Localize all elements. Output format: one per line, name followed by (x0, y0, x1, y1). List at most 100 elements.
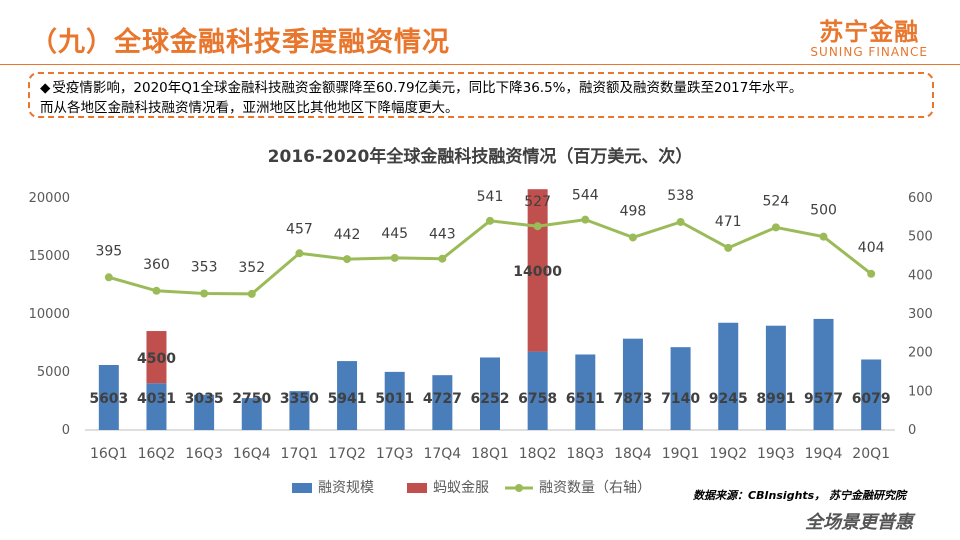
legend-swatch-marker (515, 484, 523, 492)
x-tick-label: 17Q1 (281, 446, 319, 462)
bar-funding (861, 359, 882, 430)
bar-data-label: 9245 (709, 391, 748, 407)
line-data-label: 500 (810, 203, 837, 219)
x-tick-label: 19Q4 (805, 446, 843, 462)
bar-data-label: 6079 (852, 391, 891, 407)
line-point (676, 217, 685, 226)
y-right-tick-label: 600 (908, 191, 933, 206)
line-data-label: 442 (334, 227, 361, 243)
bar-data-label: 7140 (661, 391, 700, 407)
bar-ant-data-label: 14000 (513, 264, 562, 280)
x-tick-label: 18Q1 (471, 446, 509, 462)
y-right-tick-label: 200 (908, 346, 933, 361)
bar-data-label: 5011 (375, 391, 414, 407)
line-point (486, 216, 494, 225)
x-tick-label: 19Q1 (662, 446, 700, 462)
line-point (390, 253, 399, 262)
footer-slogan-logo: 全场景更普惠 (805, 512, 913, 533)
brand-name-cn: 苏宁金融 (819, 18, 920, 46)
y-right-tick-label: 300 (908, 307, 933, 322)
line-point (295, 249, 304, 258)
bar-funding (337, 361, 358, 430)
line-point (724, 243, 733, 252)
line-data-label: 524 (763, 193, 790, 209)
x-tick-label: 17Q2 (328, 446, 366, 462)
bar-data-label: 2750 (232, 391, 271, 407)
line-data-label: 352 (238, 260, 265, 276)
line-point (247, 289, 256, 298)
bar-ant-data-label: 4500 (137, 351, 176, 367)
bar-funding (575, 354, 596, 430)
line-data-label: 445 (381, 226, 408, 242)
line-data-label: 457 (286, 221, 313, 237)
bar-funding (670, 347, 691, 430)
bar-funding (98, 365, 119, 430)
line-data-label: 498 (620, 203, 647, 219)
bar-funding (813, 318, 834, 430)
data-source: 数据来源：CBInsights， 苏宁金融研究院 (693, 489, 907, 502)
bar-data-label: 5603 (89, 391, 128, 407)
line-deal-count (108, 218, 873, 296)
brand-name-en: SUNING FINANCE (810, 45, 928, 59)
line-point (867, 269, 876, 278)
bar-funding (765, 325, 786, 430)
y-left-tick-label: 10000 (29, 307, 70, 322)
bar-funding (194, 394, 215, 430)
bar-funding (432, 375, 453, 430)
bar-data-label: 6758 (518, 391, 557, 407)
chart-title: 2016-2020年全球金融科技融资情况（百万美元、次） (268, 146, 693, 167)
line-data-label: 353 (191, 260, 218, 276)
legend-label: 融资数量（右轴） (539, 480, 651, 496)
x-tick-label: 16Q1 (90, 446, 128, 462)
bar-ant-financial (527, 189, 548, 352)
y-right-tick-label: 400 (908, 268, 933, 283)
bar-data-label: 8991 (756, 391, 795, 407)
x-tick-label: 18Q4 (614, 446, 652, 462)
page-title: （九）全球金融科技季度融资情况 (30, 27, 450, 58)
line-point (771, 223, 780, 232)
bar-data-label: 6511 (566, 391, 605, 407)
y-left-tick-label: 0 (62, 423, 70, 438)
bar-data-label: 3035 (185, 391, 224, 407)
y-left-tick-label: 20000 (29, 191, 70, 206)
bar-funding (241, 398, 262, 430)
bar-data-label: 5941 (328, 391, 367, 407)
x-tick-label: 19Q2 (709, 446, 747, 462)
bar-funding (384, 371, 405, 430)
y-right-tick-label: 500 (908, 230, 933, 245)
line-data-label: 541 (477, 189, 504, 205)
bar-funding (527, 351, 548, 430)
bar-funding (480, 357, 500, 430)
line-data-label: 471 (715, 214, 742, 230)
line-data-label: 395 (95, 243, 122, 259)
bar-data-label: 6252 (471, 391, 510, 407)
note-line-1: 受疫情影响，2020年Q1全球金融科技融资金额骤降至60.79亿美元，同比下降3… (52, 80, 803, 96)
x-tick-label: 18Q2 (519, 446, 557, 462)
bar-funding (146, 383, 167, 430)
legend-swatch-bar (292, 483, 312, 493)
legend-swatch-bar (407, 483, 427, 493)
line-point (581, 215, 590, 224)
note-line-2: 而从各地区金融科技融资情况看，亚洲地区比其他地区下降幅度更大。 (40, 100, 459, 116)
line-point (438, 254, 447, 263)
brand-logo: 苏宁金融 SUNING FINANCE (810, 12, 928, 59)
bar-data-label: 3350 (280, 391, 319, 407)
line-point (152, 286, 161, 295)
bar-data-label: 4031 (137, 391, 176, 407)
line-point (533, 222, 542, 231)
line-data-label: 544 (572, 188, 599, 204)
summary-note: ◆ 受疫情影响，2020年Q1全球金融科技融资金额骤降至60.79亿美元，同比下降… (28, 72, 934, 118)
bar-data-label: 9577 (804, 391, 843, 407)
line-point (200, 289, 209, 298)
line-data-label: 404 (858, 240, 885, 256)
x-tick-label: 17Q3 (376, 446, 414, 462)
x-tick-label: 20Q1 (852, 446, 890, 462)
line-point (104, 273, 113, 282)
bullet-diamond-icon: ◆ (40, 80, 51, 96)
line-data-label: 443 (429, 227, 456, 243)
x-tick-label: 16Q4 (233, 446, 271, 462)
x-tick-label: 17Q4 (423, 446, 461, 462)
x-tick-label: 16Q3 (185, 446, 223, 462)
header-divider (0, 64, 960, 65)
